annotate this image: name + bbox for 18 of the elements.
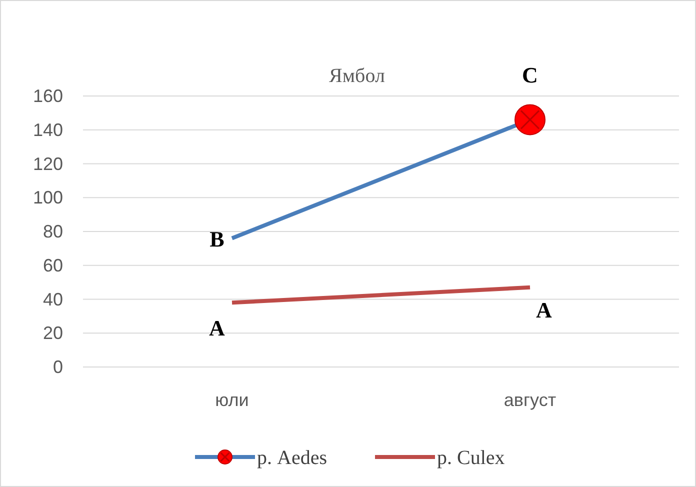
legend-label: р. Culex	[437, 447, 505, 469]
annotation: C	[522, 62, 538, 88]
y-tick-label: 0	[52, 357, 63, 377]
x-tick-label: юли	[215, 390, 249, 410]
y-tick-label: 160	[32, 86, 63, 106]
chart-title: Ямбол	[329, 65, 385, 87]
y-tick-label: 140	[32, 120, 63, 140]
y-tick-label: 100	[32, 188, 63, 208]
y-tick-label: 60	[42, 255, 63, 276]
annotation: A	[209, 316, 226, 341]
legend-label: р. Aedes	[257, 447, 328, 469]
y-tick-label: 40	[42, 289, 63, 310]
annotation: A	[536, 297, 552, 322]
x-tick-label: август	[504, 390, 556, 410]
y-tick-label: 120	[32, 154, 63, 174]
annotation: B	[210, 226, 225, 252]
y-tick-label: 20	[42, 323, 63, 344]
y-tick-label: 80	[42, 222, 63, 242]
